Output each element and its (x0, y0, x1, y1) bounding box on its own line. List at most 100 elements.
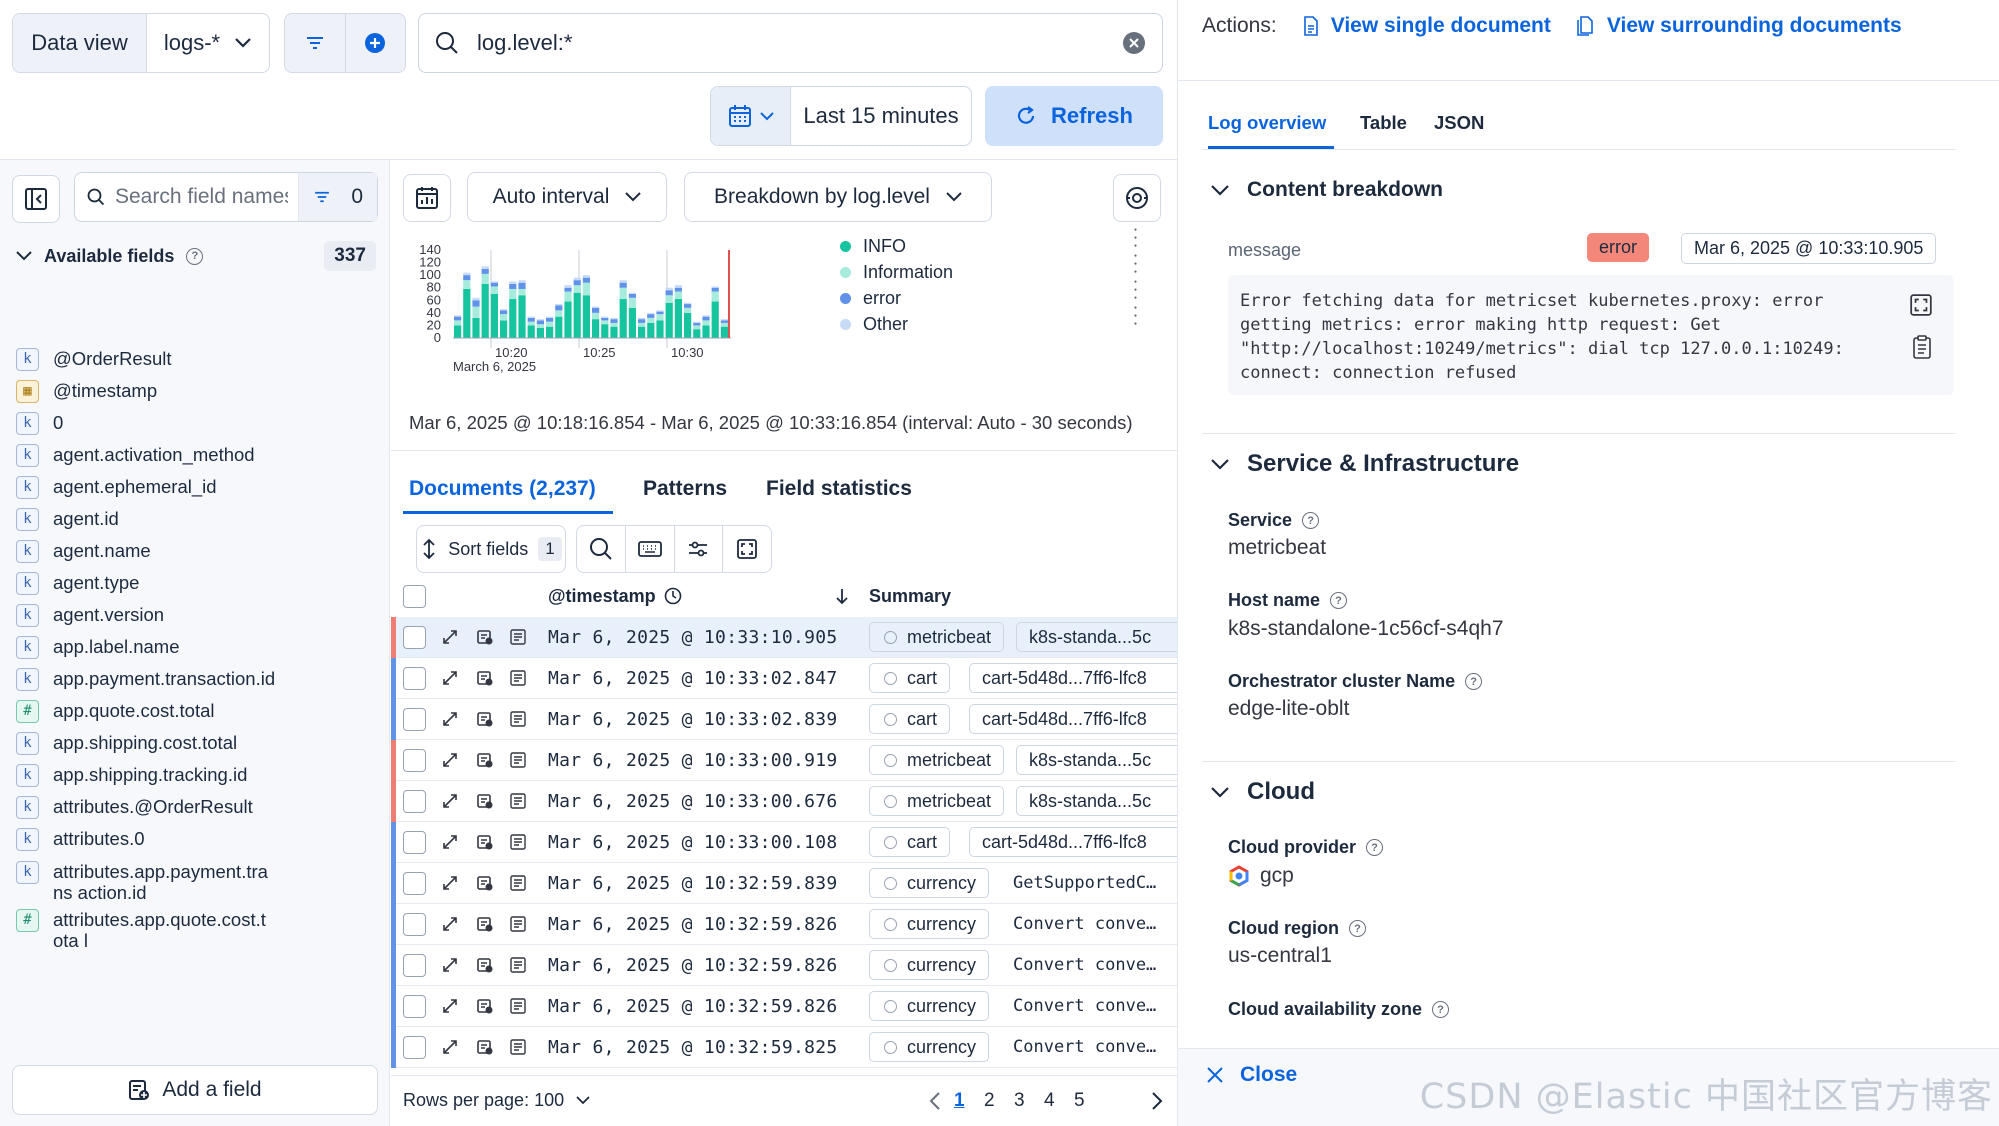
field-item[interactable]: k agent.activation_method (16, 444, 376, 467)
host-badge[interactable]: cart-5d48d...7ff6-lfc8 (969, 663, 1177, 693)
histogram-bar[interactable] (638, 317, 646, 320)
histogram-bar[interactable] (711, 291, 719, 302)
cloud-region-value[interactable]: us-central1 (1228, 944, 1332, 967)
service-badge[interactable]: currency (869, 1032, 990, 1062)
degraded-doc-icon[interactable] (509, 669, 527, 687)
quick-menu-button[interactable] (711, 87, 791, 145)
help-icon[interactable]: ? (1366, 839, 1384, 856)
timestamp-column-header[interactable]: @timestamp (548, 586, 682, 607)
histogram-bar[interactable] (601, 320, 609, 325)
histogram-bar[interactable] (601, 317, 609, 321)
legend-item[interactable]: INFO (840, 236, 906, 257)
rows-per-page-select[interactable]: Rows per page: 100 (403, 1090, 590, 1111)
histogram-bar[interactable] (472, 306, 480, 318)
histogram-bar[interactable] (638, 322, 646, 327)
histogram-bar[interactable] (536, 324, 544, 328)
table-row[interactable]: Mar 6, 2025 @ 10:32:59.825 currency Conver… (391, 1026, 1177, 1068)
row-checkbox[interactable] (403, 625, 426, 649)
stacktrace-icon[interactable] (476, 628, 494, 646)
content-breakdown-toggle[interactable]: Content breakdown (1211, 178, 1443, 202)
histogram-bar[interactable] (610, 317, 618, 320)
previous-page-icon[interactable] (929, 1091, 941, 1111)
field-item[interactable]: # attributes.app.quote.cost.tota l (16, 909, 376, 951)
view-single-document-link[interactable]: View single document (1303, 14, 1551, 38)
histogram-bar[interactable] (500, 320, 508, 338)
stacktrace-icon[interactable] (476, 833, 494, 851)
histogram-bar[interactable] (490, 294, 498, 338)
field-item[interactable]: ▦ @timestamp (16, 380, 376, 403)
table-row[interactable]: Mar 6, 2025 @ 10:33:02.847 cart cart-5d48d… (391, 657, 1177, 699)
histogram-bar[interactable] (454, 325, 462, 338)
field-item[interactable]: k agent.type (16, 572, 376, 595)
row-checkbox[interactable] (403, 994, 426, 1018)
keyboard-shortcuts-button[interactable] (626, 526, 675, 572)
interval-select[interactable]: Auto interval (467, 172, 667, 222)
date-picker[interactable]: Last 15 minutes (710, 86, 972, 146)
histogram-bar[interactable] (684, 302, 692, 305)
host-badge[interactable]: k8s-standa...5c (1016, 745, 1177, 775)
histogram-bar[interactable] (463, 272, 471, 276)
histogram-bar[interactable] (509, 288, 517, 300)
histogram-bar[interactable] (592, 306, 600, 308)
expand-icon[interactable] (441, 997, 459, 1015)
service-badge[interactable]: currency (869, 991, 990, 1021)
query-bar[interactable]: log.level:* (418, 13, 1163, 73)
histogram-bar[interactable] (665, 290, 673, 296)
histogram-bar[interactable] (536, 319, 544, 321)
field-item[interactable]: k app.label.name (16, 636, 376, 659)
histogram-bar[interactable] (454, 315, 462, 317)
degraded-doc-icon[interactable] (509, 710, 527, 728)
expand-icon[interactable] (441, 915, 459, 933)
expand-icon[interactable] (441, 1038, 459, 1056)
expand-icon[interactable] (441, 669, 459, 687)
histogram-bar[interactable] (647, 314, 655, 318)
service-value[interactable]: metricbeat (1228, 536, 1327, 559)
table-row[interactable]: Mar 6, 2025 @ 10:32:59.826 currency Conver… (391, 903, 1177, 945)
page-number[interactable]: 2 (984, 1089, 995, 1111)
histogram-bar[interactable] (472, 317, 480, 338)
legend-actions-icon[interactable]: ● ● ● (1134, 279, 1138, 301)
legend-item[interactable]: error (840, 288, 901, 309)
histogram-bar[interactable] (702, 320, 710, 326)
histogram-bar[interactable] (684, 307, 692, 313)
fullscreen-button[interactable] (723, 526, 771, 572)
histogram-bar[interactable] (582, 282, 590, 296)
degraded-doc-icon[interactable] (509, 628, 527, 646)
data-view-select[interactable]: logs-* (147, 14, 269, 72)
table-row[interactable]: Mar 6, 2025 @ 10:33:00.108 cart cart-5d48d… (391, 821, 1177, 863)
histogram-bar[interactable] (647, 312, 655, 315)
field-item[interactable]: # app.quote.cost.total (16, 700, 376, 723)
histogram-bar[interactable] (720, 326, 728, 338)
histogram-bar[interactable] (665, 295, 673, 303)
histogram-bar[interactable] (490, 281, 498, 283)
expand-icon[interactable] (441, 874, 459, 892)
histogram-bar[interactable] (555, 304, 563, 306)
histogram-bar[interactable] (601, 324, 609, 338)
page-number[interactable]: 5 (1074, 1089, 1085, 1111)
cluster-name-value[interactable]: edge-lite-oblt (1228, 697, 1350, 720)
histogram-bar[interactable] (601, 316, 609, 318)
histogram-bar[interactable] (656, 314, 664, 321)
row-checkbox[interactable] (403, 830, 426, 854)
histogram-bar[interactable] (518, 282, 526, 289)
stacktrace-icon[interactable] (476, 915, 494, 933)
stacktrace-icon[interactable] (476, 792, 494, 810)
histogram-bar[interactable] (546, 317, 554, 322)
next-page-icon[interactable] (1151, 1091, 1163, 1111)
expand-icon[interactable] (441, 628, 459, 646)
histogram-bar[interactable] (527, 317, 535, 322)
degraded-doc-icon[interactable] (509, 792, 527, 810)
histogram-bar[interactable] (500, 314, 508, 321)
row-checkbox[interactable] (403, 707, 426, 731)
histogram-bar[interactable] (628, 297, 636, 308)
histogram-bar[interactable] (665, 302, 673, 338)
service-badge[interactable]: cart (869, 704, 951, 734)
histogram-bar[interactable] (684, 312, 692, 338)
field-search[interactable]: Search field names 0 (74, 172, 378, 222)
histogram-bar[interactable] (628, 307, 636, 338)
histogram-bar[interactable] (536, 327, 544, 338)
histogram-bar[interactable] (693, 329, 701, 338)
host-badge[interactable]: cart-5d48d...7ff6-lfc8 (969, 704, 1177, 734)
field-item[interactable]: k app.shipping.tracking.id (16, 764, 376, 787)
